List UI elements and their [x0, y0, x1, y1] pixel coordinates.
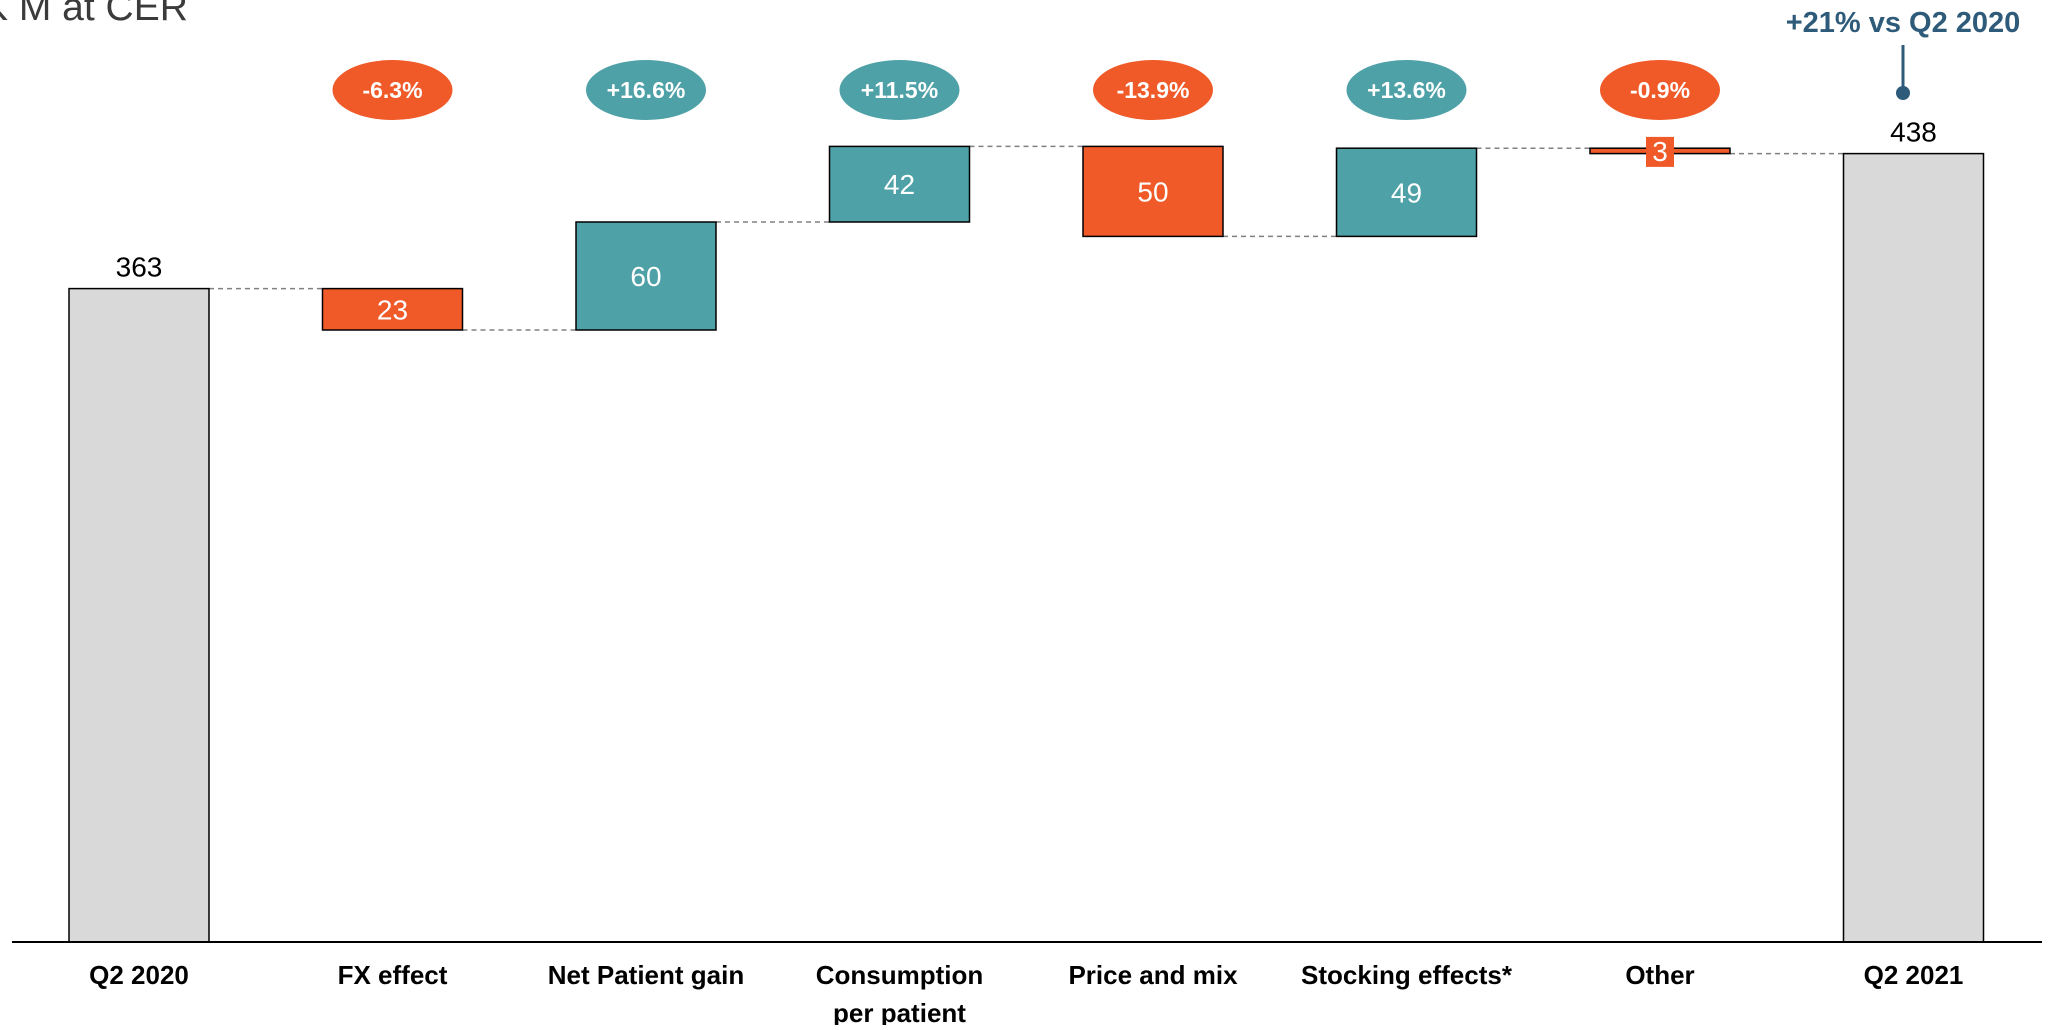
- category-label-8: Q2 2021: [1864, 960, 1964, 990]
- value-label-3: 60: [630, 261, 661, 292]
- percent-badges: -6.3% +16.6% +11.5% -13.9% +13.6% -0.9%: [332, 60, 1720, 120]
- pct-badge-7: [1600, 60, 1720, 120]
- value-label-box-7: [1646, 136, 1674, 167]
- total-change-label: +21% vs Q2 2020: [1786, 7, 2021, 39]
- value-label-2: 23: [377, 294, 408, 325]
- pct-badge-4: [839, 60, 960, 120]
- pct-label-6: +13.6%: [1367, 77, 1446, 103]
- bar-6: [1335, 147, 1478, 238]
- bars: [68, 145, 1985, 943]
- category-label-7: Other: [1625, 960, 1694, 990]
- pct-badge-6: [1346, 60, 1467, 120]
- pct-badge-3: [586, 60, 706, 120]
- connector-lines: [209, 145, 1844, 331]
- category-label-5: Price and mix: [1068, 960, 1238, 990]
- value-label-1: 363: [116, 252, 163, 283]
- bar-8: [1842, 152, 1985, 943]
- category-label-3: Net Patient gain: [548, 960, 744, 990]
- pct-badge-2: [332, 60, 453, 120]
- value-labels: 363 23 60 42 50 49 3 438: [116, 117, 1937, 326]
- bar-5: [1082, 145, 1224, 238]
- category-label-6: Stocking effects*: [1301, 960, 1513, 990]
- value-label-6: 49: [1391, 177, 1422, 208]
- bar-4: [828, 145, 971, 223]
- total-change-callout: +21% vs Q2 2020: [1786, 7, 2021, 100]
- pct-label-5: -13.9%: [1117, 77, 1190, 103]
- pct-badge-5: [1093, 60, 1213, 120]
- callout-dot: [1896, 86, 1910, 100]
- value-label-4: 42: [884, 169, 915, 200]
- value-label-7: 3: [1652, 136, 1668, 167]
- value-label-8: 438: [1890, 117, 1937, 148]
- bar-1: [68, 287, 210, 943]
- pct-label-3: +16.6%: [607, 77, 686, 103]
- category-label-1: Q2 2020: [89, 960, 189, 990]
- category-label-4-line-2: per patient: [833, 998, 966, 1025]
- category-label-2: FX effect: [338, 960, 448, 990]
- category-labels: Q2 2020 FX effect Net Patient gain Consumpt…: [89, 960, 1964, 1028]
- unit-label: K M at CER: [0, 0, 188, 29]
- pct-label-2: -6.3%: [362, 77, 422, 103]
- category-label-4-line-1: Consumption: [816, 960, 984, 990]
- value-label-5: 50: [1137, 176, 1168, 207]
- pct-label-7: -0.9%: [1630, 77, 1690, 103]
- bar-2: [321, 287, 464, 331]
- bar-3: [575, 221, 717, 331]
- pct-label-4: +11.5%: [861, 77, 938, 103]
